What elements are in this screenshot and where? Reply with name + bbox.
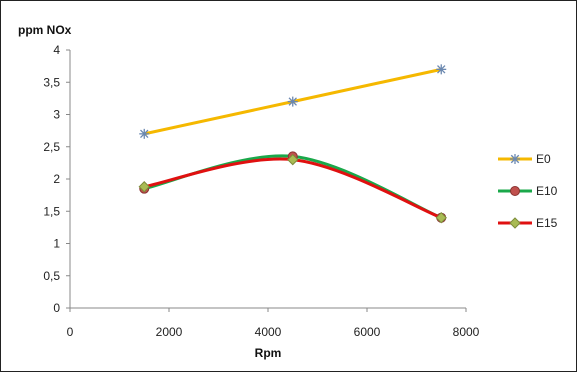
legend-marker [510, 186, 520, 196]
series-e15 [138, 153, 447, 224]
x-axis-title: Rpm [255, 346, 282, 360]
x-tick-label: 4000 [255, 325, 282, 339]
data-point-e0 [287, 96, 298, 107]
y-tick-label: 4 [53, 43, 60, 57]
series-layer [138, 64, 447, 224]
legend-marker [510, 154, 520, 164]
legend-marker [509, 217, 521, 229]
y-tick-label: 3 [53, 108, 60, 122]
legend: E0 E10 E15 [498, 152, 558, 230]
y-tick-label: 0,5 [43, 269, 60, 283]
x-tick-label: 6000 [354, 325, 381, 339]
y-tick-label: 3,5 [43, 75, 60, 89]
legend-item-e15: E15 [498, 216, 558, 230]
y-tick-label: 1 [53, 237, 60, 251]
x-tick-label: 2000 [156, 325, 183, 339]
y-ticks: 0 0,5 1 1,5 2 2,5 3 3,5 4 [43, 43, 70, 315]
series-line-e15 [142, 157, 443, 220]
y-tick-label: 2,5 [43, 140, 60, 154]
data-point-e15 [287, 153, 299, 166]
y-tick-label: 2 [53, 172, 60, 186]
data-point-e0 [139, 128, 150, 139]
legend-label: E15 [536, 216, 558, 230]
y-axis-title: ppm NOx [18, 23, 72, 37]
x-ticks: 0 2000 4000 6000 8000 [67, 308, 480, 339]
legend-item-e10: E10 [498, 184, 558, 198]
x-tick-label: 0 [67, 325, 74, 339]
legend-label: E10 [536, 184, 558, 198]
data-point-e15 [138, 181, 150, 193]
legend-label: E0 [536, 152, 551, 166]
data-point-e0 [436, 64, 447, 75]
legend-item-e0: E0 [498, 152, 551, 166]
data-point-e15 [435, 211, 447, 224]
x-tick-label: 8000 [453, 325, 480, 339]
series-e0 [139, 64, 447, 139]
y-tick-label: 1,5 [43, 204, 60, 218]
y-tick-label: 0 [53, 301, 60, 315]
